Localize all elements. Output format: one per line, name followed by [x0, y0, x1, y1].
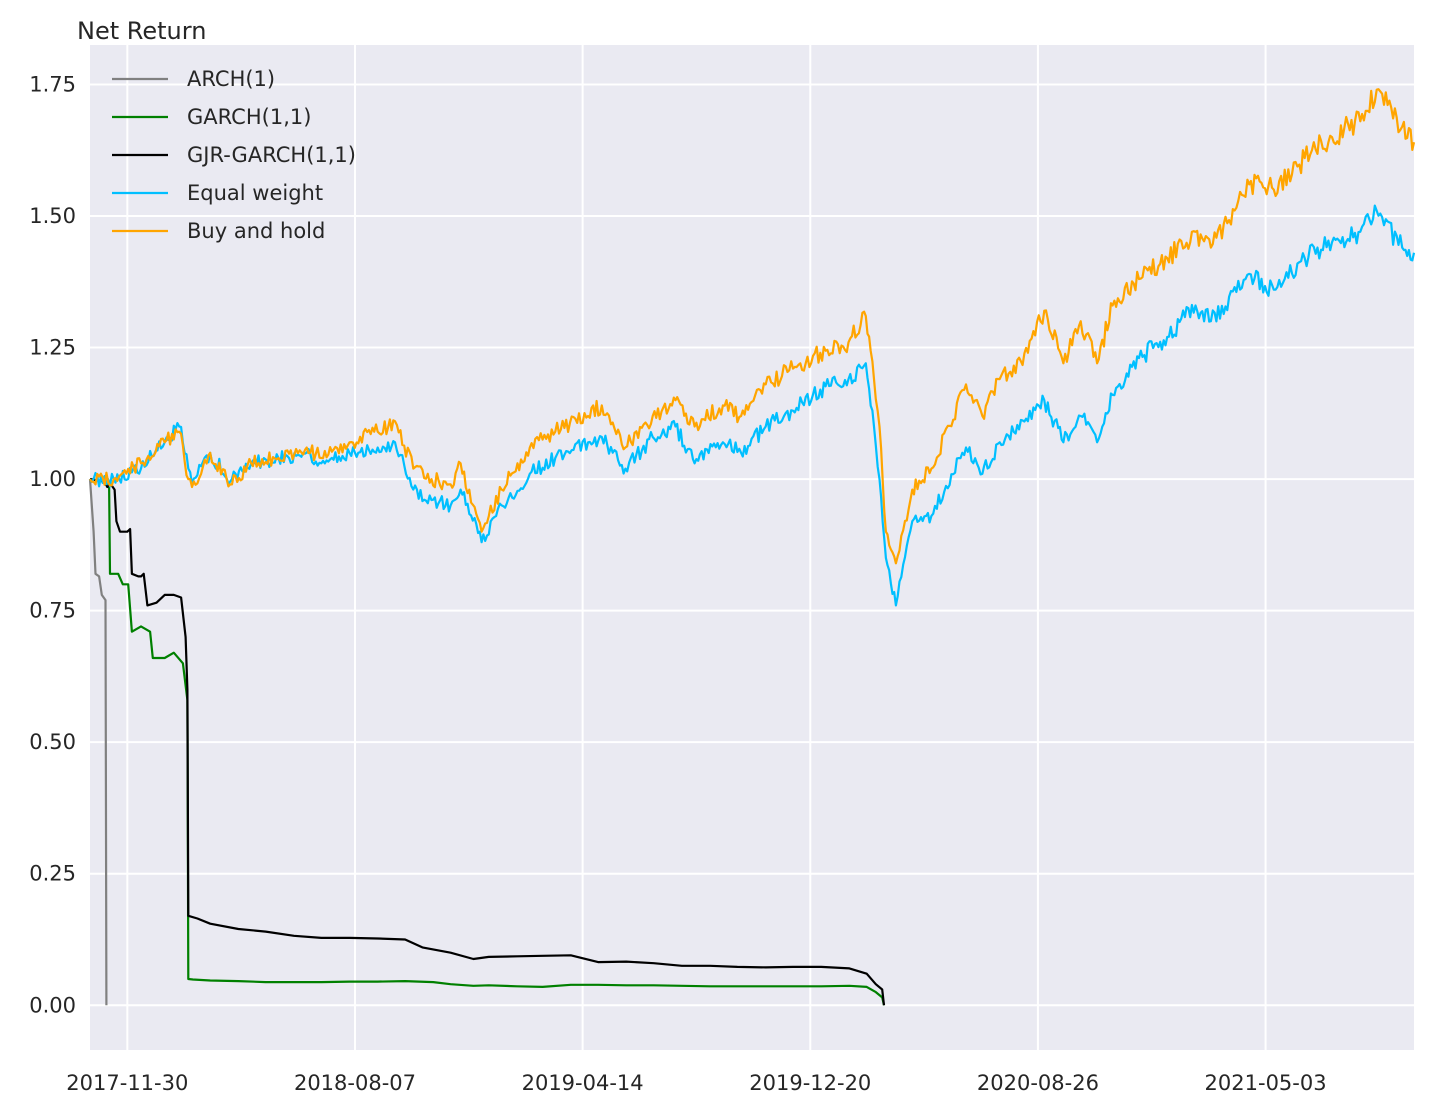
legend-label: Equal weight — [187, 181, 323, 205]
x-axis: 2017-11-30 2018-08-07 2019-04-14 2019-12-20… — [66, 1071, 1326, 1095]
series-line-gjr-garch-1-1 — [89, 478, 886, 1006]
x-tick-label: 2019-12-20 — [749, 1071, 871, 1095]
y-tick-label: 1.50 — [29, 204, 76, 228]
series-line-arch-1 — [88, 479, 108, 1006]
plot-background — [90, 45, 1414, 1050]
legend: ARCH(1) GARCH(1,1) GJR-GARCH(1,1) Equal wei… — [112, 67, 356, 243]
legend-label: GJR-GARCH(1,1) — [187, 143, 356, 167]
x-tick-label: 2018-08-07 — [294, 1071, 416, 1095]
series-line-buy-and-hold — [89, 88, 1416, 565]
x-tick-label: 2019-04-14 — [522, 1071, 644, 1095]
x-tick-label: 2017-11-30 — [66, 1071, 188, 1095]
series-line-equal-weight — [89, 204, 1416, 607]
grid — [90, 45, 1414, 1050]
x-tick-label: 2021-05-03 — [1205, 1071, 1327, 1095]
y-tick-label: 1.75 — [29, 72, 76, 96]
y-tick-label: 0.00 — [29, 993, 76, 1017]
y-axis-label: Net Return — [77, 17, 206, 45]
y-tick-label: 1.25 — [29, 336, 76, 360]
y-tick-label: 1.00 — [29, 467, 76, 491]
legend-label: ARCH(1) — [187, 67, 275, 91]
x-tick-label: 2020-08-26 — [977, 1071, 1099, 1095]
y-tick-label: 0.75 — [29, 599, 76, 623]
y-tick-label: 0.50 — [29, 730, 76, 754]
series-lines — [88, 88, 1416, 1006]
series-line-garch-1-1 — [89, 478, 886, 1006]
y-tick-label: 0.25 — [29, 862, 76, 886]
legend-label: GARCH(1,1) — [187, 105, 311, 129]
y-axis: 0.00 0.25 0.50 0.75 1.00 1.25 1.50 1.75 — [29, 72, 76, 1017]
legend-label: Buy and hold — [187, 219, 325, 243]
